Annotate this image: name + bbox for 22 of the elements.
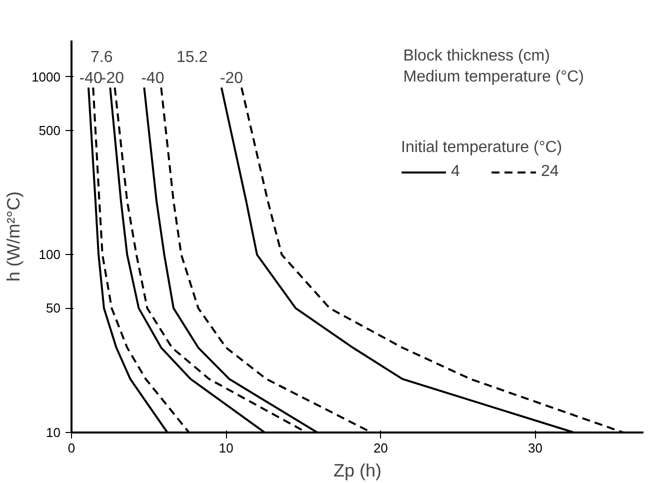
y-tick-label: 50 (46, 300, 61, 316)
annotation: 15.2 (176, 48, 208, 66)
annotation: Block thickness (cm) (403, 47, 550, 64)
legend-label: 24 (541, 163, 560, 181)
annotation: Medium temperature (°C) (403, 68, 584, 86)
annotation: 7.6 (90, 48, 113, 66)
annotation: -20 (100, 70, 124, 87)
x-axis-title: Zp (h) (333, 460, 382, 480)
y-axis-title: h (W/m²°C) (4, 191, 24, 282)
x-tick-label: 30 (528, 440, 543, 456)
y-tick-label: 500 (38, 122, 61, 138)
x-tick-label: 10 (218, 440, 234, 456)
legend-label: 4 (451, 163, 461, 181)
y-tick-label: 10 (46, 425, 61, 440)
y-tick-label: 100 (38, 247, 61, 262)
annotation: -20 (220, 70, 244, 87)
x-tick-label: 0 (68, 440, 76, 456)
legend-title: Initial temperature (°C) (401, 139, 562, 157)
x-tick-label: 20 (373, 440, 388, 456)
annotation: -40 (79, 70, 102, 87)
y-tick-label: 1000 (32, 69, 60, 84)
annotation: -40 (141, 70, 164, 87)
